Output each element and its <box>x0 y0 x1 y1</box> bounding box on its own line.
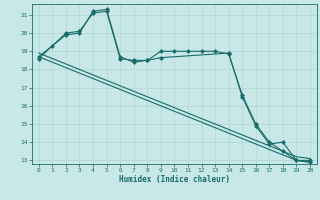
X-axis label: Humidex (Indice chaleur): Humidex (Indice chaleur) <box>119 175 230 184</box>
